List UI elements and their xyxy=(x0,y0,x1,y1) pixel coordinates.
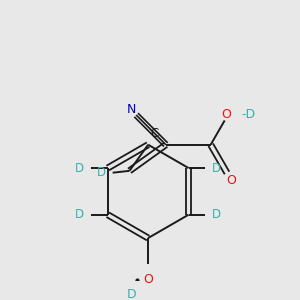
Text: O: O xyxy=(227,174,237,187)
Text: D: D xyxy=(97,166,106,179)
Text: O: O xyxy=(222,108,232,121)
Text: D: D xyxy=(212,208,221,221)
Text: D: D xyxy=(127,289,136,300)
Text: -D: -D xyxy=(242,108,256,121)
Text: D: D xyxy=(75,208,84,221)
Text: D: D xyxy=(212,161,221,175)
Text: N: N xyxy=(127,103,136,116)
Text: C: C xyxy=(151,127,159,140)
Text: O: O xyxy=(143,273,153,286)
Text: D: D xyxy=(75,161,84,175)
